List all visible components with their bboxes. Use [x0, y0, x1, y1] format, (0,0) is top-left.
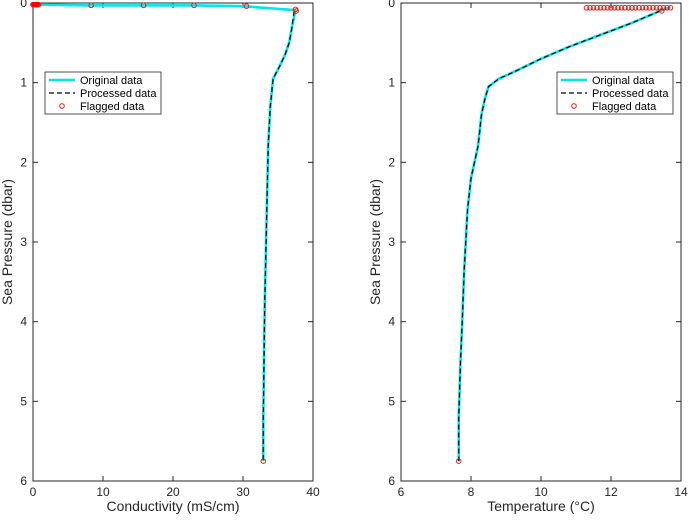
- y-tick-label: 3: [20, 235, 27, 249]
- y-tick-label: 3: [388, 235, 395, 249]
- flagged-data-point: [608, 5, 614, 11]
- flagged-data-point: [625, 5, 632, 11]
- x-tick-label: 30: [236, 485, 250, 499]
- legend-label: Original data: [592, 75, 655, 87]
- flagged-data-point: [260, 458, 267, 464]
- conductivity-panel: 0 10 20 30 40 0 1 2 3 4 5 6 Conductivity (mS/cm) Sea …: [0, 0, 320, 514]
- y-axis-label: Sea Pressure (dbar): [0, 179, 15, 305]
- legend-swatch-flagged: [571, 103, 577, 109]
- flagged-data-point: [601, 5, 607, 11]
- flagged-data-point: [88, 2, 94, 9]
- flagged-data-point: [594, 5, 600, 11]
- y-tick-label: 5: [20, 394, 27, 408]
- x-tick-label: 10: [534, 485, 548, 499]
- y-tick-label: 1: [20, 76, 27, 90]
- flagged-data-point: [646, 5, 653, 11]
- y-tick-label: 6: [20, 474, 27, 488]
- y-tick-label: 4: [388, 315, 395, 329]
- flagged-data-point: [659, 8, 665, 14]
- x-tick-label: 20: [166, 485, 180, 499]
- y-tick-label: 5: [388, 394, 395, 408]
- y-tick-label: 0: [20, 0, 27, 10]
- x-axis-label: Temperature (°C): [487, 498, 595, 514]
- flagged-data-point: [643, 5, 649, 11]
- flagged-data-point: [35, 1, 42, 8]
- flagged-data-point: [604, 5, 611, 11]
- x-tick-label: 12: [604, 485, 618, 499]
- x-tick-label: 10: [96, 485, 110, 499]
- legend-label: Original data: [80, 75, 143, 87]
- flagged-data-point: [456, 458, 462, 464]
- flagged-data-point: [650, 5, 656, 11]
- flagged-data-point: [191, 2, 197, 9]
- y-tick-label: 1: [388, 76, 395, 90]
- processed-data-line: [458, 10, 661, 462]
- legend-label: Processed data: [80, 88, 157, 100]
- flagged-data-point: [597, 5, 604, 11]
- x-tick-label: 0: [30, 485, 37, 499]
- flagged-data-point: [243, 3, 250, 9]
- flagged-data-point: [590, 5, 597, 11]
- flagged-data-point: [587, 5, 593, 11]
- y-tick-label: 4: [20, 315, 27, 329]
- flagged-data-point: [622, 5, 628, 11]
- flagged-data-point: [583, 5, 590, 11]
- x-tick-label: 14: [674, 485, 688, 499]
- flagged-data-point: [664, 5, 670, 11]
- flagged-data-point: [639, 5, 646, 11]
- x-axis-label: Conductivity (mS/cm): [106, 498, 239, 514]
- y-tick-label: 2: [388, 155, 395, 169]
- x-tick-label: 6: [398, 485, 405, 499]
- plot-area: [457, 5, 671, 462]
- flagged-data-point: [632, 5, 639, 11]
- processed-data-line: [262, 10, 295, 462]
- legend-label: Flagged data: [80, 101, 145, 113]
- y-tick-label: 6: [388, 474, 395, 488]
- x-tick-label: 8: [468, 485, 475, 499]
- legend-label: Processed data: [592, 88, 669, 100]
- flagged-data-point: [653, 5, 660, 11]
- flagged-data-point: [615, 5, 621, 11]
- flagged-data-point: [629, 5, 635, 11]
- y-tick-label: 2: [20, 155, 27, 169]
- legend-label: Flagged data: [592, 101, 657, 113]
- plot-area: [33, 3, 297, 462]
- legend-swatch-flagged: [59, 103, 65, 109]
- flagged-data-point: [636, 5, 642, 11]
- flagged-data-point: [618, 5, 625, 11]
- flagged-data-point: [293, 8, 299, 14]
- y-tick-label: 0: [388, 0, 395, 10]
- flagged-data-point: [667, 5, 674, 11]
- y-axis-label: Sea Pressure (dbar): [367, 179, 383, 305]
- flagged-data-point: [140, 2, 147, 9]
- flagged-data-point: [611, 5, 618, 11]
- x-tick-label: 40: [306, 485, 320, 499]
